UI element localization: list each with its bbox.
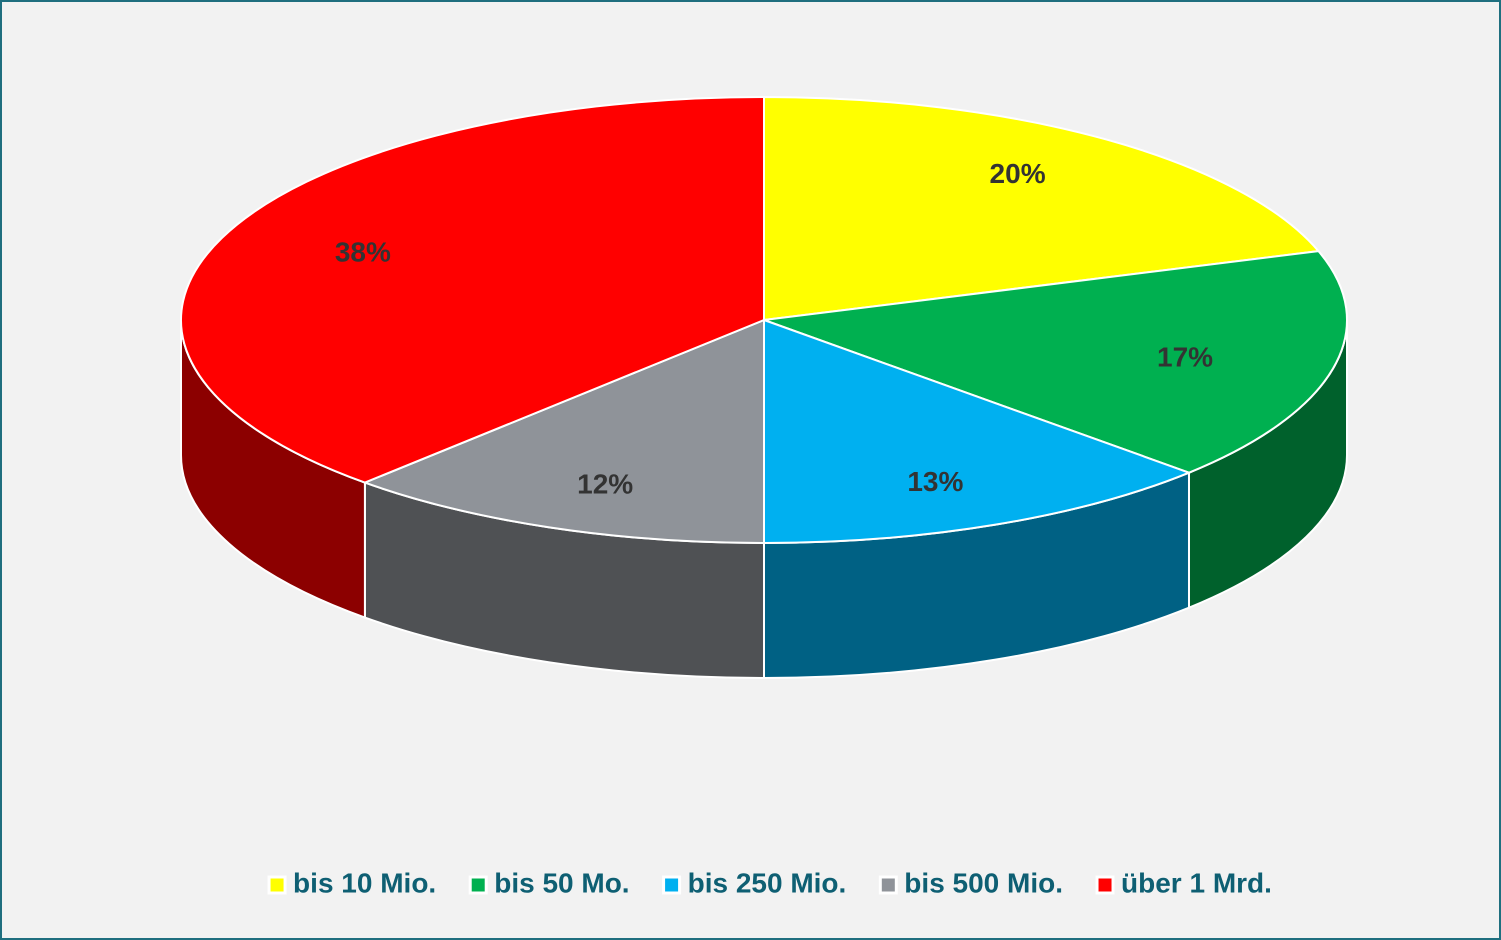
data-label: 13% bbox=[907, 466, 963, 497]
data-label: 20% bbox=[990, 158, 1046, 189]
data-label: 17% bbox=[1157, 341, 1213, 372]
legend-label: bis 500 Mio. bbox=[904, 867, 1063, 898]
legend-swatch bbox=[878, 875, 898, 895]
slice bbox=[362, 318, 765, 545]
slice bbox=[763, 318, 1192, 545]
data-label: 12% bbox=[577, 468, 633, 499]
legend-label: bis 10 Mio. bbox=[293, 867, 436, 898]
legend-swatch bbox=[662, 875, 682, 895]
legend-label: bis 50 Mo. bbox=[494, 867, 629, 898]
legend-swatch bbox=[267, 875, 287, 895]
slice bbox=[763, 95, 1321, 322]
data-label: 38% bbox=[335, 237, 391, 268]
legend-label: über 1 Mrd. bbox=[1121, 867, 1272, 898]
legend: bis 10 Mio. bis 50 Mo. bis 250 Mio. bis 500… bbox=[267, 867, 1272, 898]
slice bbox=[763, 250, 1348, 474]
legend-label: bis 250 Mio. bbox=[688, 867, 847, 898]
legend-swatch bbox=[1095, 875, 1115, 895]
legend-swatch bbox=[468, 875, 488, 895]
slice bbox=[180, 95, 765, 484]
